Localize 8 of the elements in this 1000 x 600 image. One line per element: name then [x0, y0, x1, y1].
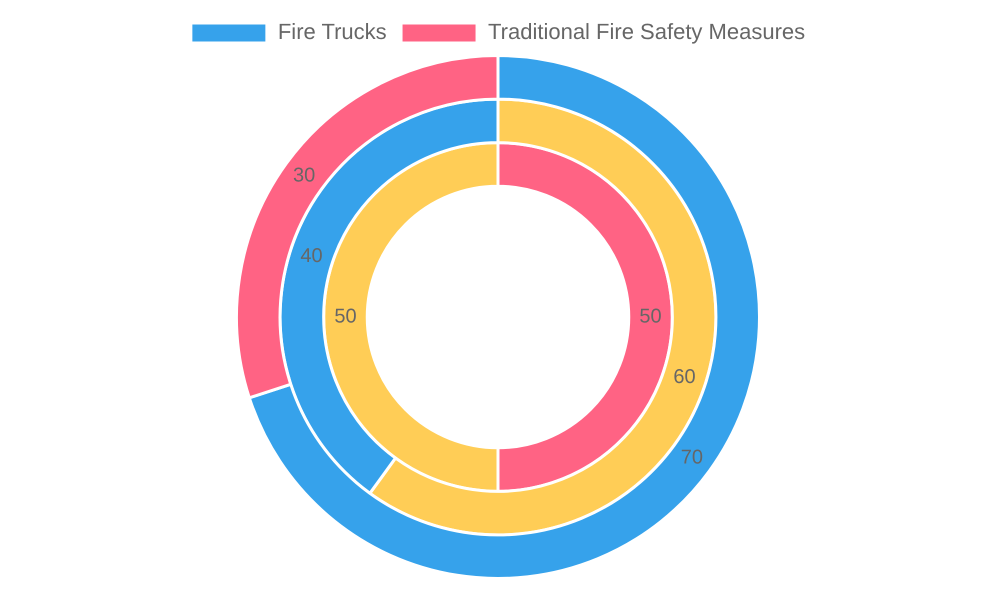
data-label: 60 — [673, 366, 696, 388]
data-label: 30 — [292, 164, 316, 187]
legend-label: Traditional Fire Safety Measures — [488, 19, 806, 44]
data-label: 50 — [334, 306, 357, 328]
legend-label: Fire Trucks — [278, 19, 387, 44]
data-label: 40 — [300, 244, 323, 267]
data-label: 70 — [680, 446, 704, 468]
data-label: 50 — [639, 306, 662, 328]
